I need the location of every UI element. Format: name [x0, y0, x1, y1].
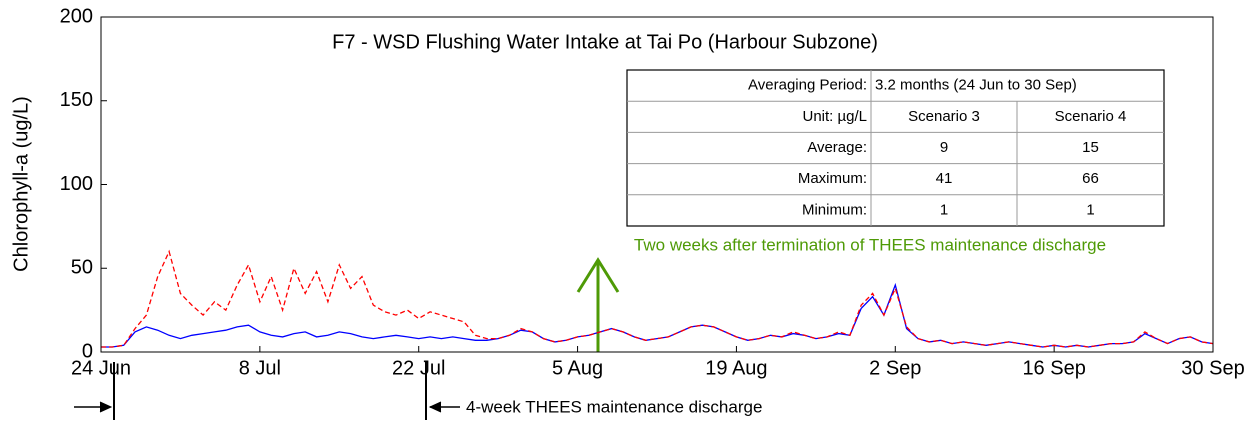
x-tick-label: 16 Sep	[1022, 357, 1085, 379]
table-frame	[626, 69, 1165, 227]
chart-title: F7 - WSD Flushing Water Intake at Tai Po…	[332, 31, 878, 53]
table-cell: Scenario 4	[1055, 108, 1127, 125]
table-cell: 41	[936, 170, 953, 187]
table-cell: Average:	[807, 139, 867, 156]
y-tick-label: 200	[60, 5, 93, 27]
table-cell: Unit: µg/L	[802, 108, 867, 125]
data-line	[101, 282, 1214, 348]
period-label: 4-week THEES maintenance discharge	[466, 397, 762, 416]
table-cell: Scenario 3	[908, 108, 980, 125]
table-cell: 66	[1082, 170, 1099, 187]
y-tick-label: 50	[71, 257, 93, 279]
table-cell: 1	[940, 201, 948, 218]
table-cell: Minimum:	[802, 201, 867, 218]
x-tick-label: 5 Aug	[552, 357, 603, 379]
x-tick-label: 24 Jun	[71, 357, 131, 379]
annotation-text: Two weeks after termination of THEES mai…	[634, 235, 1106, 254]
y-tick-label: 150	[60, 89, 93, 111]
y-tick-label: 0	[82, 340, 93, 362]
x-tick-label: 19 Aug	[705, 357, 767, 379]
plot-frame	[100, 16, 1214, 353]
table-cell: 15	[1082, 139, 1099, 156]
table-cell: Maximum:	[798, 170, 867, 187]
period-arrowhead	[428, 401, 442, 413]
table-cell: 1	[1086, 201, 1094, 218]
x-tick-label: 30 Sep	[1181, 357, 1244, 379]
data-line	[101, 249, 1214, 348]
x-tick-label: 22 Jul	[392, 357, 445, 379]
table-cell: Averaging Period:	[748, 77, 867, 94]
table-cell: 9	[940, 139, 948, 156]
period-arrowhead	[99, 401, 113, 413]
table-cell: 3.2 months (24 Jun to 30 Sep)	[875, 77, 1077, 94]
y-tick-label: 100	[60, 173, 93, 195]
y-axis-label: Chlorophyll-a (ug/L)	[10, 96, 32, 272]
annotation-arrowhead	[576, 257, 620, 293]
x-tick-label: 2 Sep	[869, 357, 921, 379]
summary-table: Averaging Period: 3.2 months (24 Jun to 3…	[626, 69, 1165, 227]
x-tick-label: 8 Jul	[239, 357, 281, 379]
